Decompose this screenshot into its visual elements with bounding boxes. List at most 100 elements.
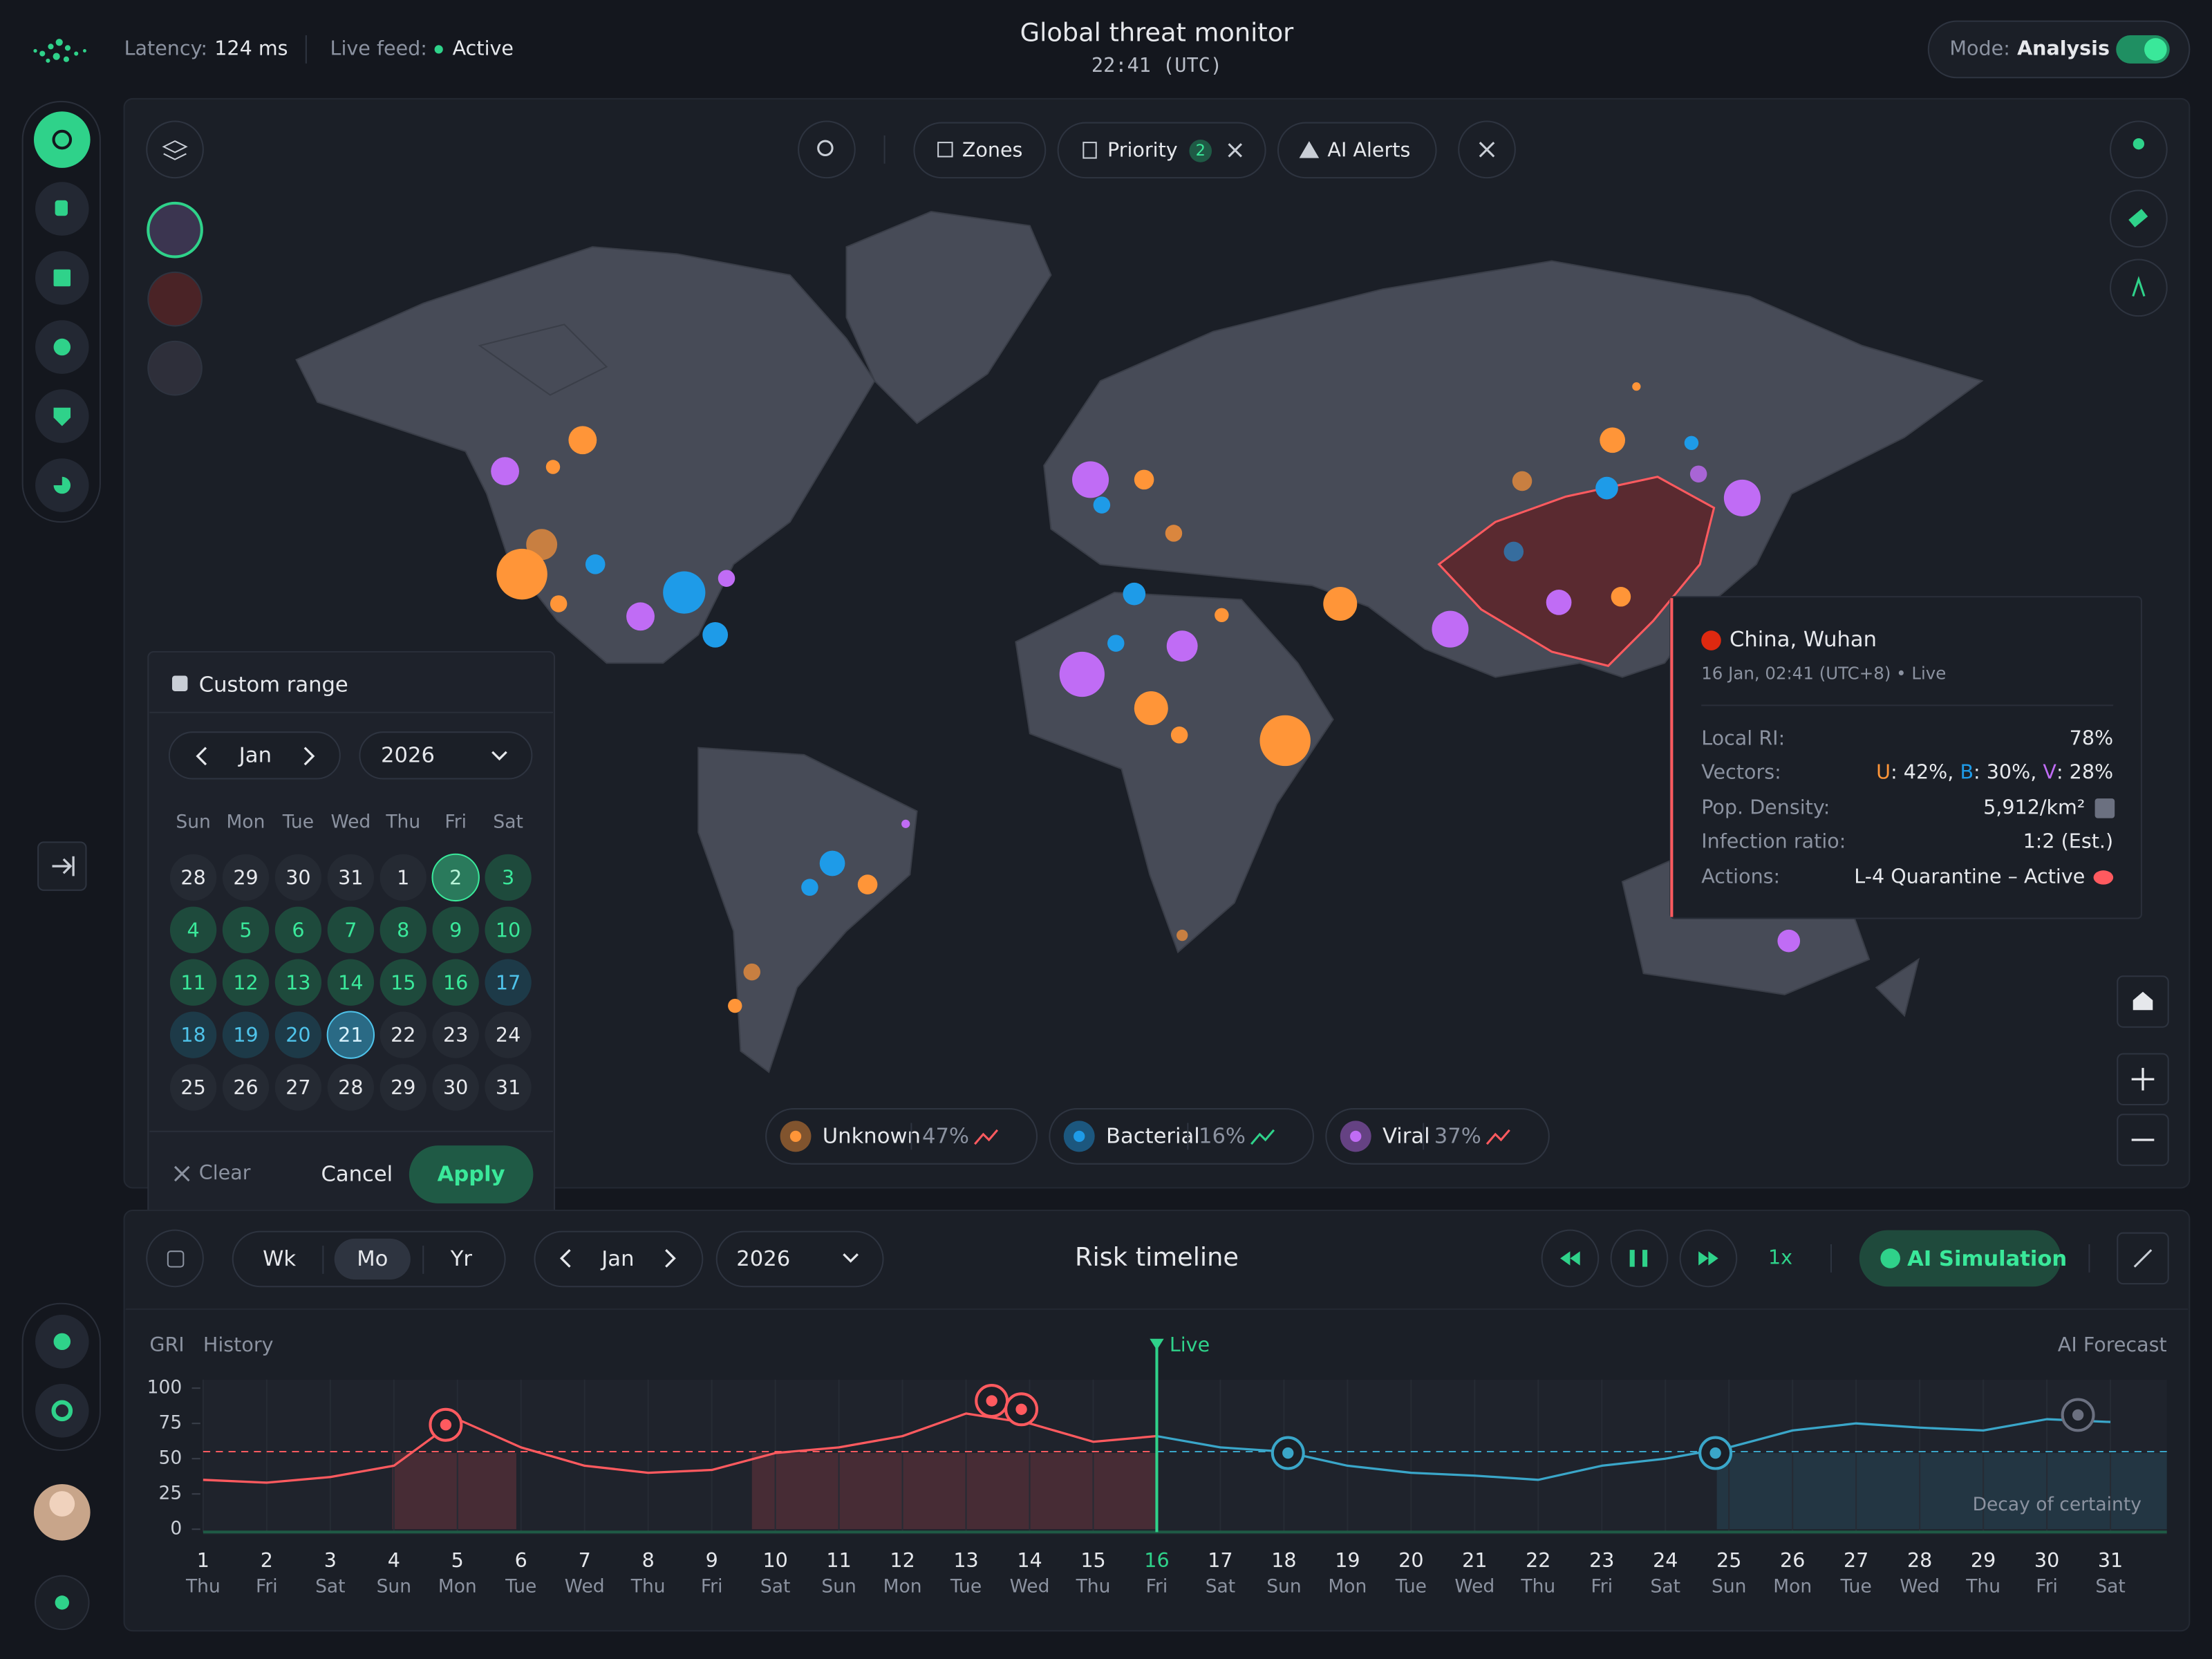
icon [174,1165,190,1182]
day-cell[interactable] [169,854,217,901]
day-cell[interactable] [485,906,532,953]
year-picker[interactable] [359,731,533,780]
priority-chip[interactable] [1057,122,1266,179]
day-cell[interactable] [274,906,322,953]
range-option[interactable]: Mo [357,1247,388,1271]
day-cell[interactable] [432,906,479,953]
month-picker[interactable] [534,1230,704,1288]
x-tick-label: 30 [2034,1548,2059,1572]
day-cell[interactable] [222,1011,270,1058]
nav-globe[interactable] [33,111,91,168]
weekday-label: Sun [1266,1575,1301,1597]
search-button[interactable] [798,120,856,179]
layer-thumb[interactable] [147,271,203,327]
pause[interactable] [1610,1229,1669,1288]
range-option[interactable]: Wk [263,1247,296,1271]
day-cell[interactable] [222,1064,270,1111]
legend-chip[interactable] [1325,1108,1550,1165]
day-cell[interactable] [379,854,427,901]
day-cell[interactable] [326,1011,375,1059]
day-cell[interactable] [485,854,532,901]
legend-chip[interactable] [765,1108,1038,1165]
layer-thumb[interactable] [147,340,203,396]
day-cell[interactable] [274,959,322,1006]
day-number: 7 [344,918,357,941]
settings[interactable] [35,1384,89,1438]
row-label: Local RI: [1701,726,1785,749]
row-value: L-4 Quarantine – Active [1854,864,2085,888]
layers-button[interactable] [146,120,204,179]
avatar-face [49,1491,75,1517]
year-picker[interactable] [715,1230,884,1288]
day-cell[interactable] [222,854,270,901]
day-cell[interactable] [222,906,270,953]
day-cell[interactable] [327,1064,375,1111]
day-cell[interactable] [432,1011,479,1058]
day-cell[interactable] [327,854,375,901]
calendar-button[interactable] [146,1229,204,1288]
event-icon [440,1419,452,1431]
day-cell[interactable] [432,959,479,1006]
day-cell[interactable] [274,1064,322,1111]
trend-icon [1250,1129,1275,1145]
range-option[interactable]: Yr [450,1247,473,1271]
arrows[interactable] [196,747,315,766]
day-cell[interactable] [274,854,322,901]
day-cell[interactable] [274,1011,322,1058]
decay-label: Decay of certainty [1973,1494,2141,1515]
day-number: 15 [391,971,415,994]
day-cell[interactable] [169,906,217,953]
day-cell[interactable] [169,959,217,1006]
arrows[interactable] [559,1249,676,1268]
legend-name: Bacterial [1106,1124,1200,1148]
day-cell[interactable] [379,1064,427,1111]
cancel-button[interactable]: Cancel [321,1163,393,1187]
alerts-chip[interactable] [1277,122,1437,179]
nav-icons [53,200,71,494]
weekday-label: Sun [1712,1575,1746,1597]
icon [1299,141,1320,158]
weekday-label: Sun [377,1575,411,1597]
day-cell[interactable] [485,959,532,1006]
clear-button[interactable]: Clear [199,1161,251,1184]
event-icon [2072,1409,2084,1421]
day-cell[interactable] [432,1064,479,1111]
weekday-label: Sun [821,1575,856,1597]
day-cell[interactable] [379,959,427,1006]
day-number: 26 [233,1076,258,1099]
mode-toggle[interactable] [1927,20,2191,79]
weekday-label: Thu [1965,1575,2000,1597]
forecast-band [1716,1453,2167,1530]
day-cell[interactable] [169,1064,217,1111]
row-value: 5,912/km² [1983,795,2085,818]
day-cell[interactable] [485,1011,532,1058]
day-cell[interactable] [222,959,270,1006]
weekday-label: Wed [565,1575,605,1597]
x-tick-label: 19 [1335,1548,1360,1572]
simulation-button[interactable] [1859,1230,2061,1287]
day-cell[interactable] [379,1011,427,1058]
day-cell[interactable] [431,853,480,902]
speed[interactable]: 1x [1768,1245,1792,1268]
page-title: Global threat monitor [1020,17,1294,47]
day-cell[interactable] [485,1064,532,1111]
apply-button[interactable] [409,1145,534,1203]
layer-thumb[interactable] [147,201,203,259]
month-picker[interactable] [168,731,341,780]
zones-chip[interactable] [913,122,1047,179]
day-cell[interactable] [327,959,375,1006]
route-tool[interactable] [2110,259,2168,317]
vector-share: : 42%, [1891,760,1960,783]
legend-chip[interactable] [1049,1108,1315,1165]
icon [937,142,953,158]
day-cell[interactable] [379,906,427,953]
legend-dot [1074,1130,1085,1143]
legend-share: 37% [1434,1124,1481,1148]
icon [52,856,75,877]
event-icon [1015,1403,1027,1415]
remove-icon[interactable] [1228,143,1243,158]
day-cell[interactable] [327,906,375,953]
day-cell[interactable] [169,1011,217,1058]
weekday-label: Wed [1900,1575,1940,1597]
icon [167,1250,185,1268]
